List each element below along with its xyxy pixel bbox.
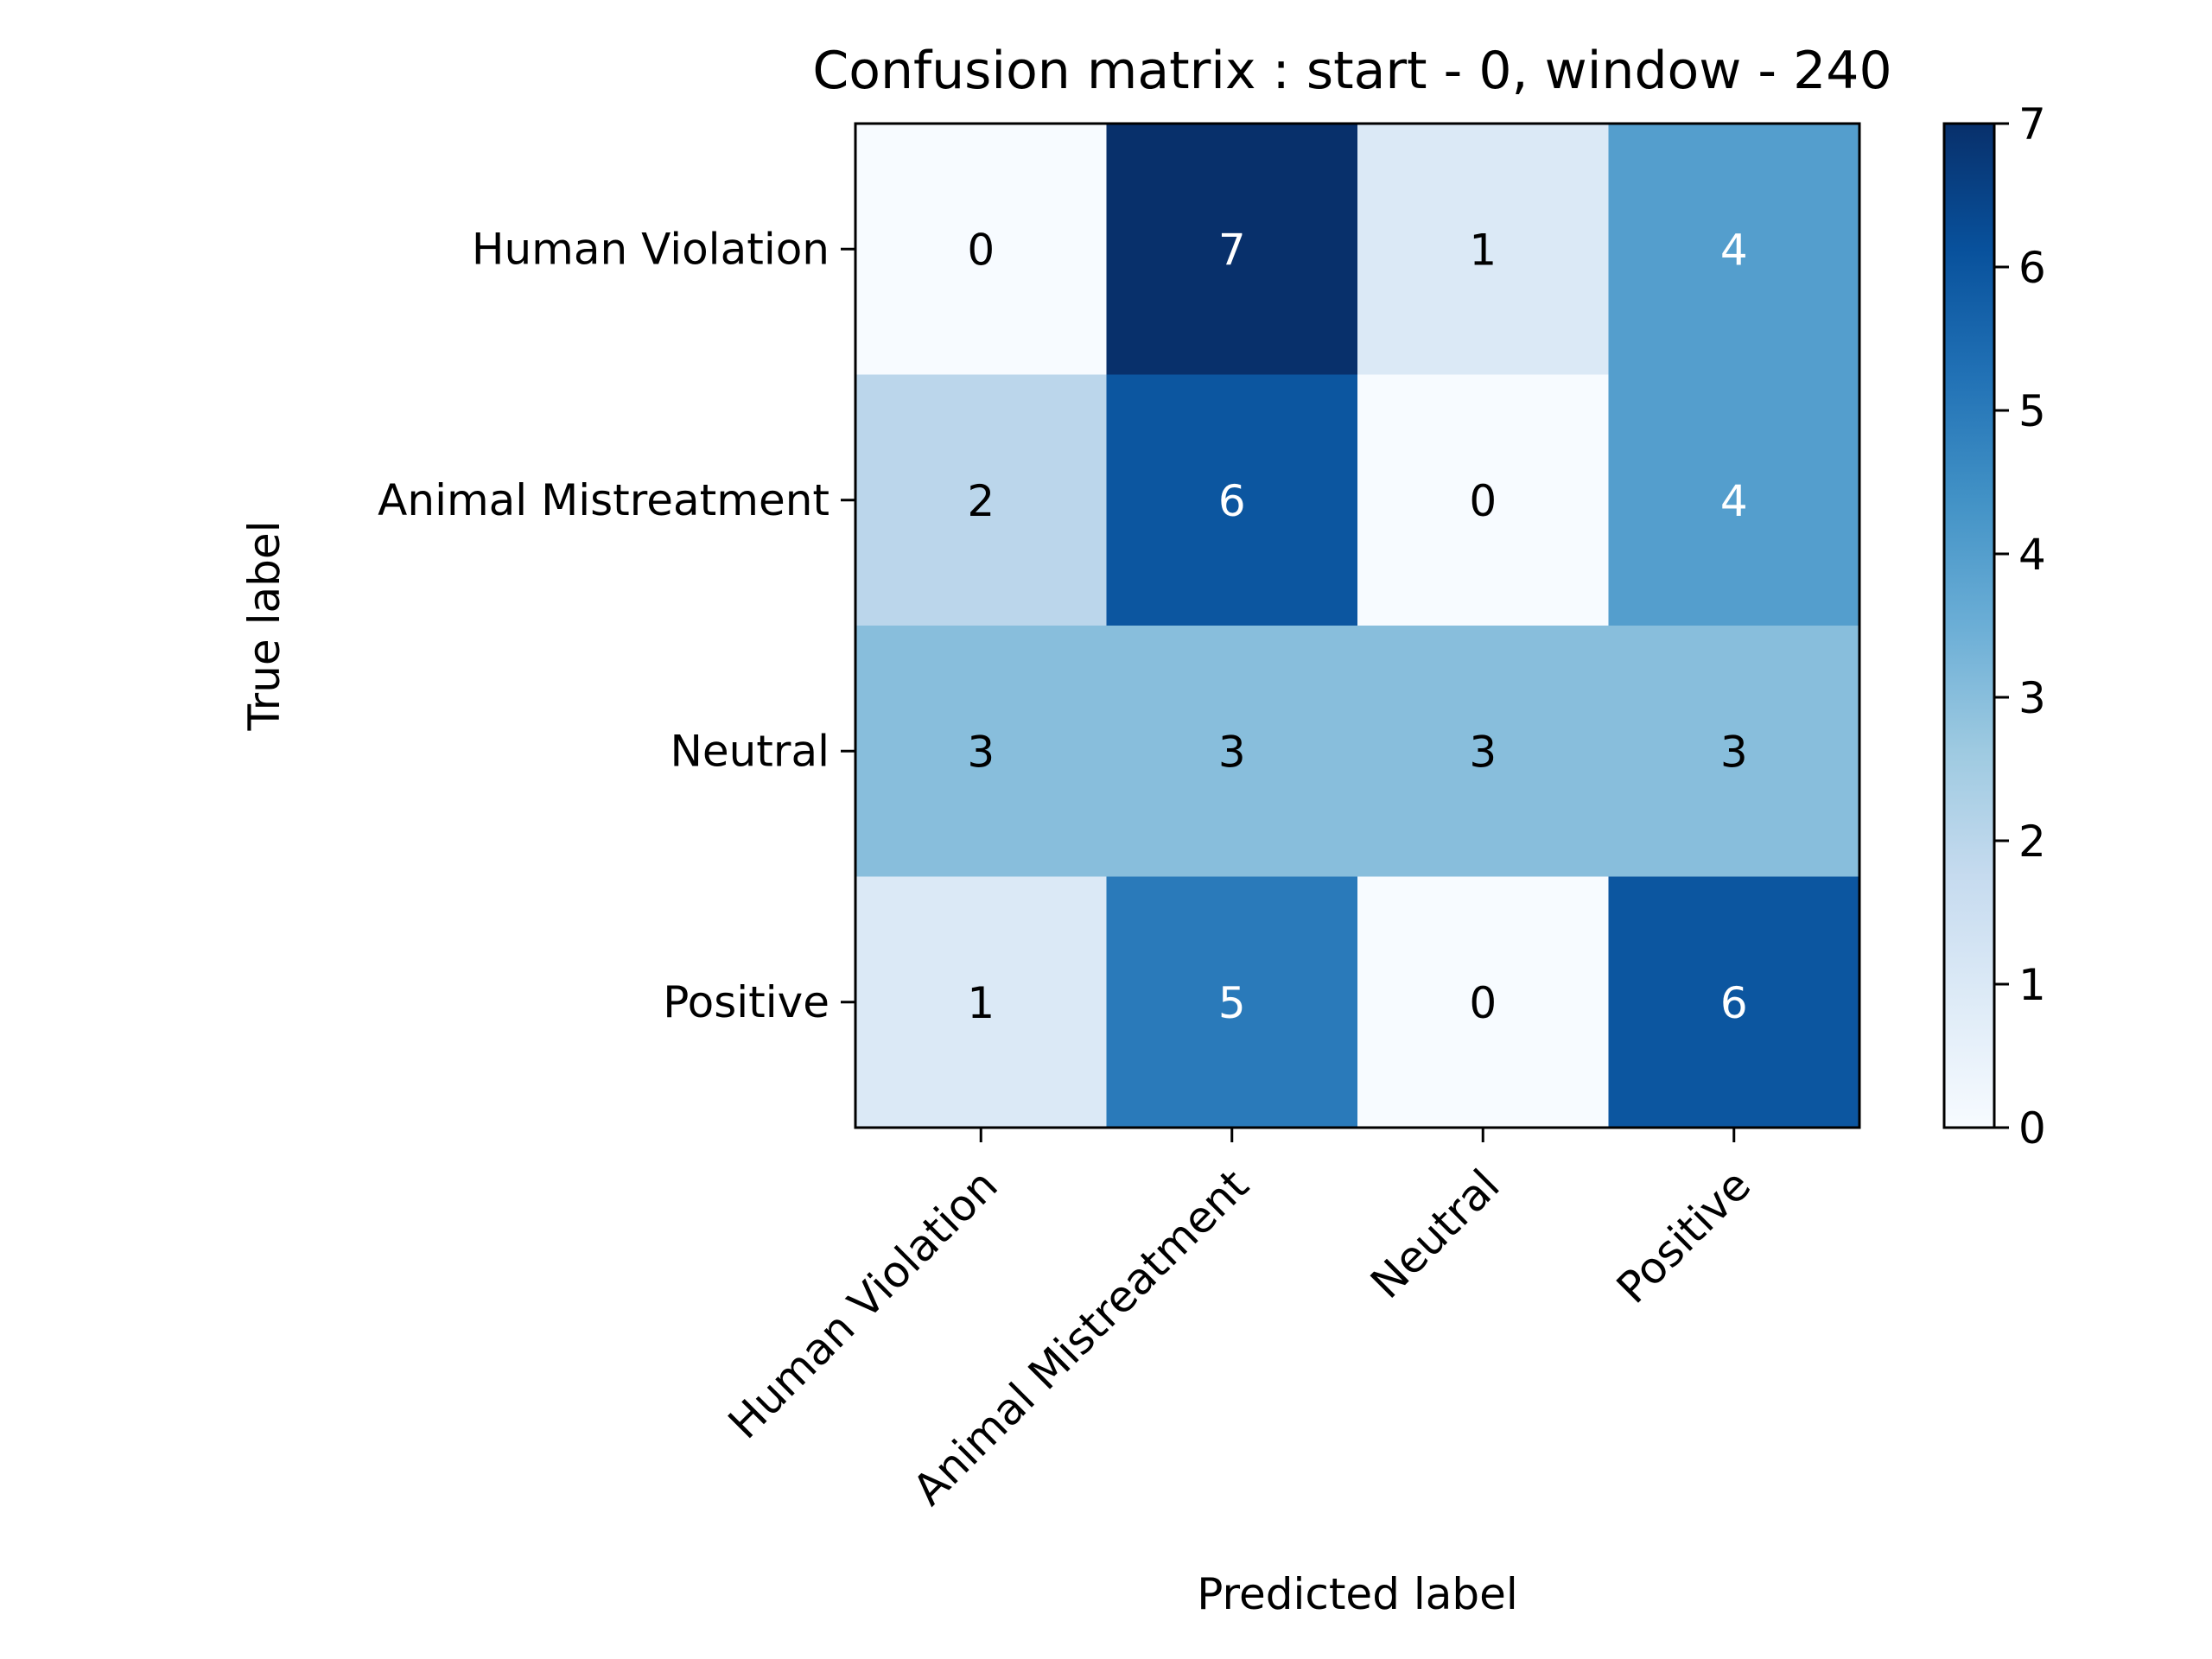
x-axis-label: Predicted label (1197, 1569, 1518, 1619)
heatmap-cell (1608, 374, 1860, 626)
colorbar-tick-label: 5 (2018, 386, 2046, 436)
x-tick-label: Positive (1607, 1160, 1760, 1313)
y-tick-label: Animal Mistreatment (378, 475, 830, 525)
heatmap-cell (1106, 876, 1358, 1128)
colorbar-tick-label: 7 (2018, 99, 2046, 149)
heatmap-cell (1106, 124, 1358, 375)
cell-value-label: 1 (1469, 225, 1497, 275)
heatmap-cell (1608, 626, 1860, 877)
cell-value-label: 7 (1218, 225, 1246, 275)
cell-value-label: 1 (967, 978, 995, 1028)
cell-value-label: 3 (1469, 727, 1497, 777)
y-tick-label: Positive (663, 977, 830, 1027)
y-axis: Human Violation Animal Mistreatment Neutra… (378, 224, 855, 1027)
plot-frame (854, 122, 1861, 1129)
cell-value-label: 6 (1720, 978, 1748, 1028)
colorbar-ticks: 0 1 2 3 4 5 6 7 (1994, 99, 2046, 1154)
colorbar-tick-label: 0 (2018, 1103, 2046, 1154)
heatmap-cell (1357, 876, 1609, 1128)
heatmap-cell (855, 124, 1107, 375)
cell-value-label: 4 (1720, 225, 1748, 275)
cell-value-label: 0 (967, 225, 995, 275)
colorbar-tick-label: 1 (2018, 960, 2046, 1010)
y-tick-label: Human Violation (472, 224, 830, 274)
heatmap-cell (1608, 876, 1860, 1128)
chart-title: Confusion matrix : start - 0, window - 2… (812, 41, 1891, 101)
colorbar-tick-label: 3 (2018, 673, 2046, 723)
y-tick-label: Neutral (670, 726, 830, 776)
heatmap-cell-labels: 0 7 1 42 6 0 43 3 3 31 5 0 6 (967, 225, 1747, 1028)
heatmap-cell (855, 876, 1107, 1128)
heatmap-cell (1608, 124, 1860, 375)
colorbar-tick-label: 6 (2018, 243, 2046, 293)
heatmap-cells (855, 124, 1860, 1128)
cell-value-label: 3 (1218, 727, 1246, 777)
heatmap-cell (855, 374, 1107, 626)
x-tick-label: Human Violation (719, 1160, 1007, 1448)
heatmap-cell (1357, 626, 1609, 877)
cell-value-label: 2 (967, 476, 995, 526)
cell-value-label: 0 (1469, 476, 1497, 526)
colorbar-tick-label: 2 (2018, 817, 2046, 867)
heatmap-cell (1357, 124, 1609, 375)
heatmap-cell (1357, 374, 1609, 626)
x-tick-label: Neutral (1361, 1160, 1510, 1308)
cell-value-label: 0 (1469, 978, 1497, 1028)
colorbar-tick-label: 4 (2018, 530, 2046, 580)
cell-value-label: 4 (1720, 476, 1748, 526)
cell-value-label: 3 (1720, 727, 1748, 777)
cell-value-label: 3 (967, 727, 995, 777)
cell-value-label: 5 (1218, 978, 1246, 1028)
heatmap-cell (1106, 374, 1358, 626)
heatmap-cell (1106, 626, 1358, 877)
cell-value-label: 6 (1218, 476, 1246, 526)
y-axis-label: True label (239, 520, 289, 731)
heatmap-cell (855, 626, 1107, 877)
colorbar (1942, 122, 1996, 1129)
